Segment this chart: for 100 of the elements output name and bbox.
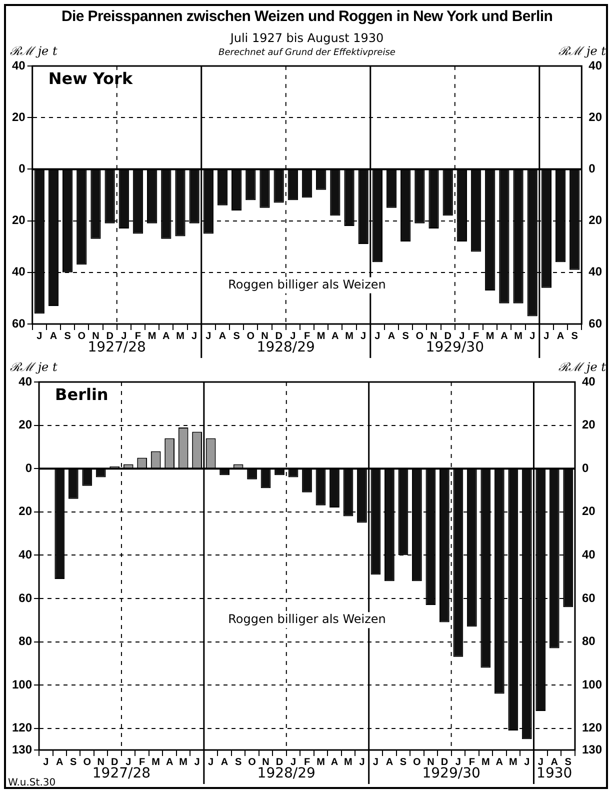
y-tick-label: 0 [18, 162, 26, 176]
x-tick-label: M [481, 756, 490, 768]
x-tick-label: J [359, 756, 365, 768]
y2-tick-label: 40 [588, 264, 602, 279]
annotation: Roggen billiger als Weizen [228, 612, 386, 626]
x-tick-label: O [78, 330, 86, 342]
text: 1929/30 [422, 766, 480, 782]
text: Berlin [55, 385, 108, 404]
y2-tick-label: 100 [582, 677, 602, 692]
x-tick-label: J [538, 756, 544, 768]
y2-axis-title: ℛℳ je t [558, 360, 606, 374]
text: W.u.St.30 [8, 778, 56, 789]
y2-tick-label: 60 [588, 316, 602, 330]
x-tick-label: S [70, 756, 78, 768]
y-tick-label: 40 [18, 547, 32, 562]
x-tick-label: N [262, 756, 270, 768]
x-tick-label: J [43, 756, 49, 768]
x-tick-label: A [330, 756, 338, 768]
x-tick-label: O [416, 330, 424, 342]
y2-tick-label: 40 [588, 58, 602, 72]
y-tick-label: 20 [18, 418, 32, 432]
y2-tick-label: 80 [582, 634, 596, 648]
x-tick-label: S [234, 756, 242, 768]
x-tick-label: M [176, 330, 184, 342]
y-tick-label: 20 [12, 213, 26, 228]
x-tick-label: M [344, 756, 352, 768]
x-tick-label: D [444, 330, 452, 342]
y-tick-label: 40 [18, 374, 32, 388]
x-tick-label: M [148, 330, 156, 342]
x-tick-label: M [514, 330, 522, 342]
x-tick-label: M [316, 330, 326, 342]
x-tick-label: J [290, 330, 296, 342]
x-tick-label: N [430, 330, 438, 342]
text: 1930 [536, 766, 572, 782]
y2-tick-label: 0 [582, 460, 589, 475]
x-tick-label: M [345, 330, 354, 342]
y2-tick-label: 20 [582, 418, 596, 432]
x-tick-label: S [64, 330, 72, 342]
x-tick-label: S [400, 756, 407, 768]
x-tick-label: A [162, 330, 170, 342]
text: 1928/29 [256, 340, 315, 356]
y2-tick-label: 130 [582, 742, 602, 756]
x-tick-label: D [440, 756, 448, 768]
x-tick-label: N [427, 756, 434, 768]
chart-title: Die Preisspannen zwischen Weizen und Roggen in New York und Berlin [60, 8, 554, 25]
x-tick-label: O [413, 756, 422, 768]
x-tick-label: J [126, 756, 132, 768]
y2-tick-label: 40 [582, 547, 596, 562]
x-tick-label: A [550, 756, 558, 768]
y-tick-label: 60 [12, 316, 26, 330]
x-tick-label: N [261, 330, 268, 342]
x-tick-label: J [455, 756, 461, 768]
y-tick-label: 0 [25, 460, 32, 475]
x-tick-label: J [459, 330, 465, 342]
x-tick-label: A [386, 756, 394, 768]
x-tick-label: A [496, 756, 504, 768]
x-tick-label: A [220, 756, 228, 768]
text: New York [48, 69, 133, 88]
y2-tick-label: 20 [588, 110, 602, 124]
x-tick-label: A [56, 756, 64, 768]
y-tick-label: 20 [12, 110, 26, 124]
y2-tick-label: 60 [582, 590, 596, 605]
x-tick-label: D [110, 756, 118, 768]
x-tick-label: O [83, 756, 92, 768]
x-tick-label: J [524, 756, 530, 768]
x-tick-label: D [276, 756, 284, 768]
x-tick-label: S [571, 330, 578, 342]
x-tick-label: A [166, 756, 174, 768]
x-tick-label: N [92, 330, 100, 342]
x-tick-label: J [192, 330, 198, 342]
x-tick-label: A [50, 330, 58, 342]
x-tick-label: A [500, 330, 508, 342]
x-tick-label: M [486, 330, 494, 342]
x-tick-label: S [233, 330, 240, 342]
x-tick-label: O [246, 330, 255, 342]
y-tick-label: 40 [12, 264, 26, 279]
y-tick-label: 60 [18, 590, 32, 605]
x-tick-label: J [374, 330, 380, 342]
x-tick-label: F [468, 756, 475, 768]
x-tick-label: S [564, 756, 572, 768]
x-tick-label: M [152, 756, 160, 768]
x-tick-label: F [472, 330, 480, 342]
y2-tick-label: 0 [588, 162, 596, 176]
y2-tick-label: 20 [582, 504, 596, 518]
x-tick-label: J [36, 330, 42, 342]
chart-subtitle: Juli 1927 bis August 1930 [228, 31, 385, 45]
y-tick-label: 40 [12, 58, 26, 72]
text: 1928/29 [257, 766, 316, 782]
y2-tick-label: 120 [582, 720, 602, 735]
text: 1927/28 [92, 766, 151, 782]
text: 1929/30 [426, 340, 484, 356]
x-tick-label: M [316, 756, 325, 768]
x-tick-label: F [304, 330, 310, 342]
x-tick-label: F [139, 756, 146, 768]
x-tick-label: S [402, 330, 410, 342]
y2-tick-label: 20 [588, 213, 602, 228]
x-tick-label: M [508, 756, 518, 768]
x-tick-label: J [544, 330, 550, 342]
x-tick-label: D [106, 330, 114, 342]
x-tick-label: N [97, 756, 104, 768]
